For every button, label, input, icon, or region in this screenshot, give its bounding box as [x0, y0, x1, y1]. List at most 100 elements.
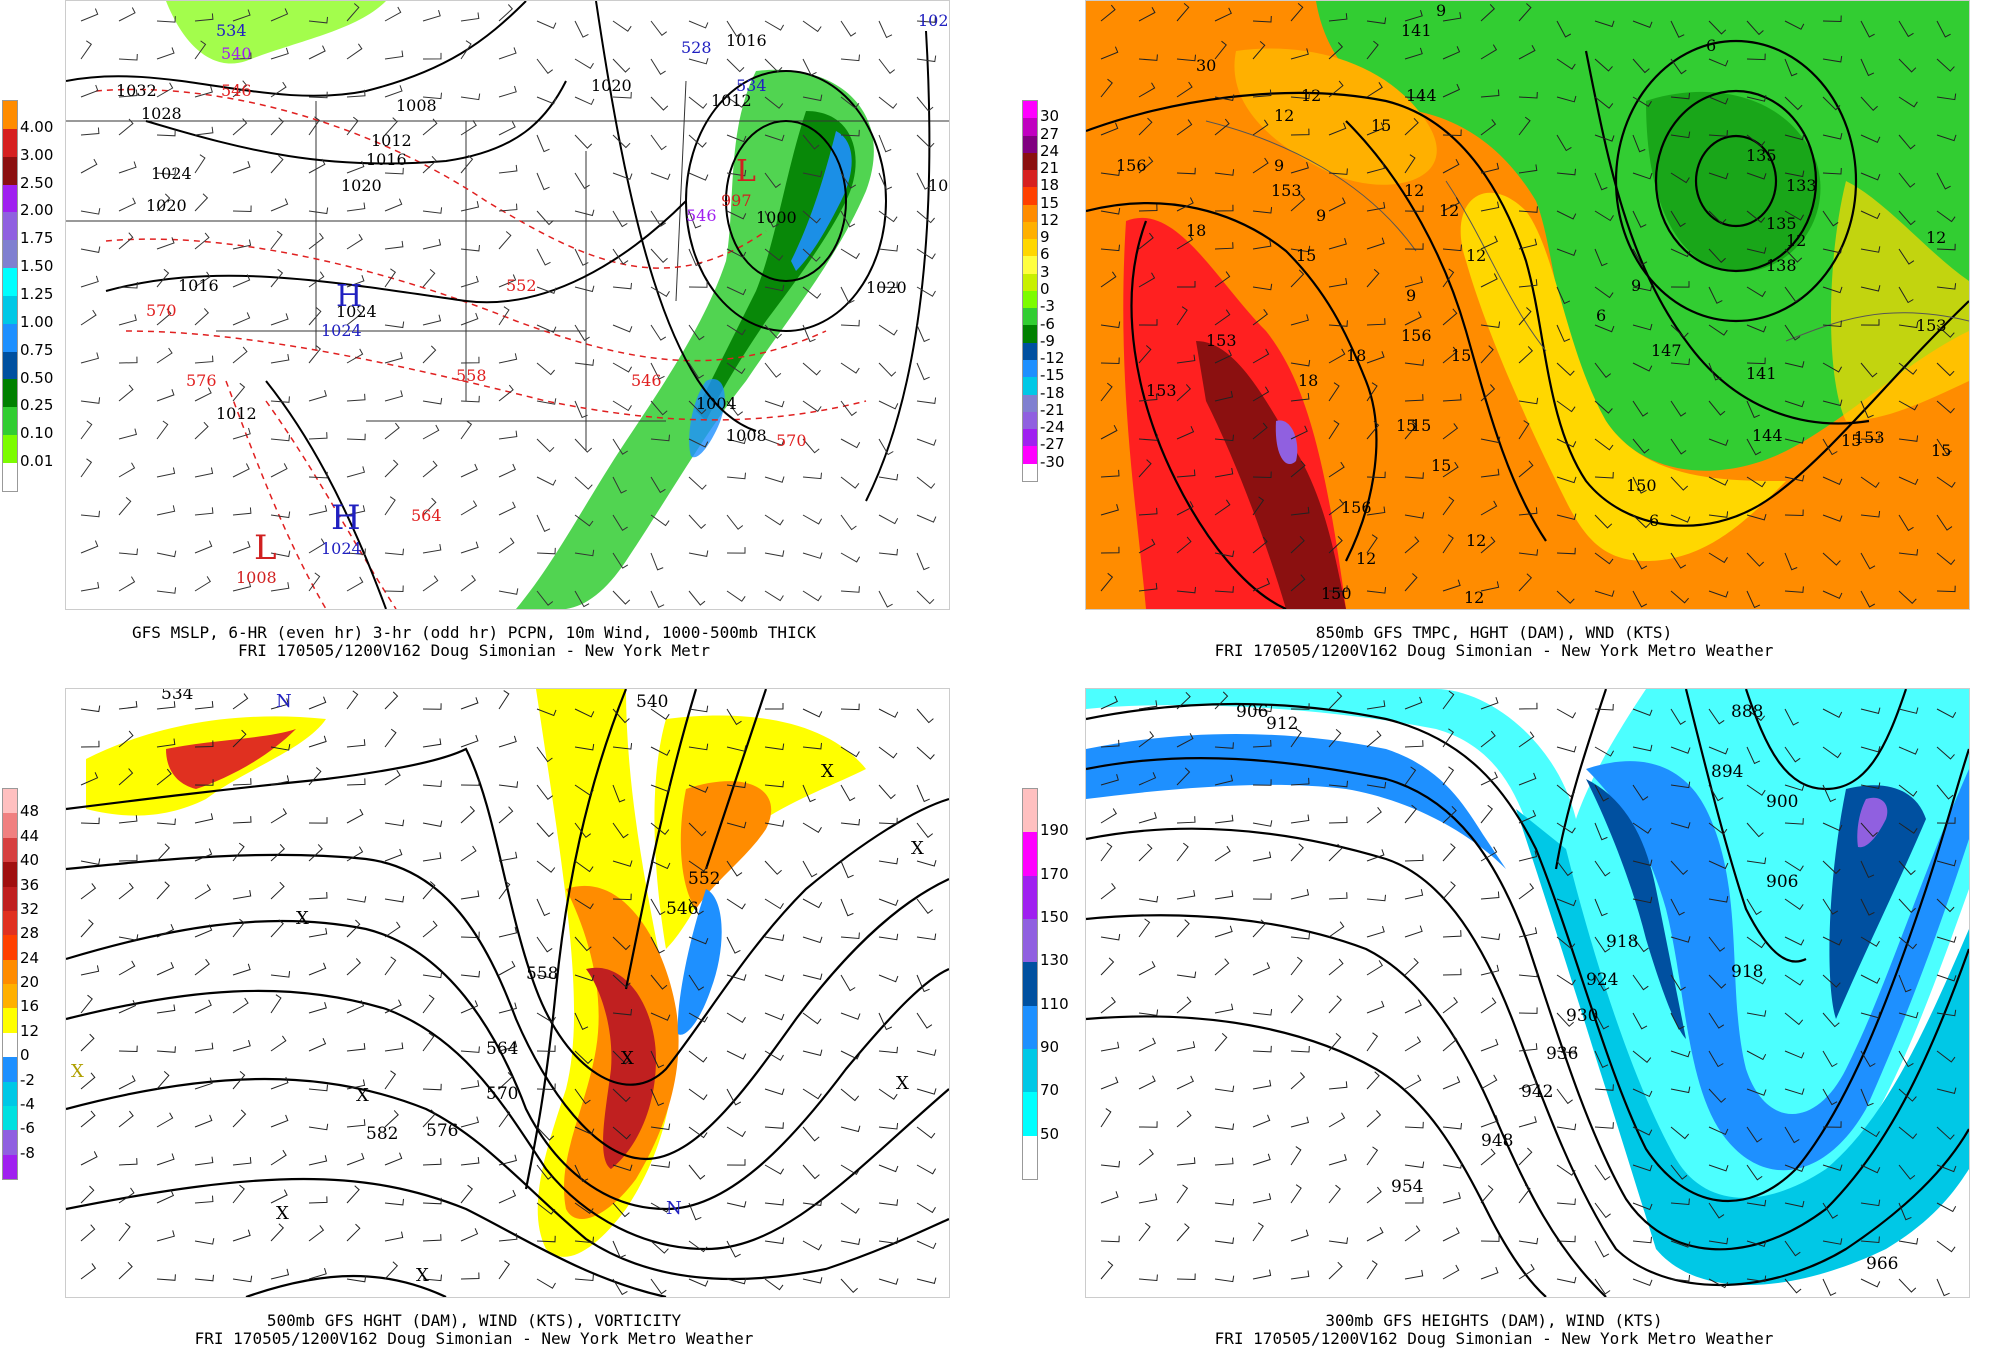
panel-title: 300mb GFS HEIGHTS (DAM), WIND (KTS)	[1325, 1311, 1663, 1330]
high-pressure-center: H	[331, 498, 361, 538]
wind-barb	[1404, 740, 1424, 748]
wind-barb	[1670, 438, 1687, 455]
colorbar-swatch	[3, 886, 17, 911]
wind-barb	[840, 1238, 861, 1245]
wind-barb	[1822, 362, 1843, 373]
wind-barb	[1366, 534, 1378, 554]
wind-barb	[1328, 122, 1347, 136]
wind-barb	[422, 1109, 437, 1128]
wind-barb	[650, 708, 670, 720]
extremum-marker: X	[896, 1073, 909, 1094]
wind-barb	[1822, 708, 1843, 718]
wind-barb	[1860, 319, 1880, 326]
wind-barb	[1176, 971, 1197, 979]
wind-barb	[1404, 243, 1424, 250]
wind-barb	[764, 820, 785, 827]
contour-label: 18	[1298, 371, 1318, 390]
colorbar-swatch	[3, 212, 17, 241]
wind-barb	[1100, 4, 1116, 22]
wind-barb	[1176, 1273, 1196, 1281]
wind-barb	[384, 999, 402, 1014]
wind-barb	[1518, 420, 1530, 440]
wind-barb	[1860, 822, 1878, 838]
contour-label: 906	[1766, 872, 1798, 892]
wind-barb	[1708, 1012, 1725, 1029]
wind-barb	[574, 20, 589, 38]
contour-label: 936	[1546, 1044, 1578, 1064]
wind-barb	[498, 880, 511, 900]
wind-barb	[802, 708, 823, 718]
wind-barb	[384, 728, 397, 748]
wind-barb	[574, 708, 595, 718]
wind-barb	[802, 742, 822, 750]
wind-barb	[1632, 210, 1647, 228]
wind-barb	[1594, 96, 1614, 109]
colorbar-label: 20	[20, 973, 40, 991]
wind-barb	[1442, 244, 1462, 252]
wind-barb	[916, 1049, 937, 1056]
temp-field-yellow	[1460, 192, 1786, 561]
wind-barb	[1860, 400, 1874, 419]
wind-barb	[1442, 461, 1459, 478]
wind-barb	[765, 703, 784, 710]
colorbar-swatch	[3, 910, 17, 936]
wind-barb	[156, 1189, 175, 1204]
wind-barb	[80, 420, 93, 440]
wind-barb	[688, 1164, 706, 1180]
wind-barb	[1670, 974, 1686, 991]
wind-barb	[118, 53, 138, 61]
wind-barb	[916, 514, 937, 523]
colorbar-swatch	[3, 789, 17, 814]
wind-barb	[1138, 204, 1158, 212]
wind-barb	[460, 1116, 480, 1128]
wind-barb	[1670, 746, 1691, 754]
wind-barb	[1860, 1164, 1881, 1174]
wind-barb	[270, 744, 291, 751]
wind-barb	[1404, 1269, 1424, 1280]
wind-barb	[1214, 1275, 1235, 1283]
wind-barb	[1556, 95, 1577, 103]
wind-barb	[1290, 956, 1303, 976]
wind-barb	[1290, 269, 1305, 288]
wind-barb	[840, 96, 860, 109]
wind-barb	[612, 20, 632, 32]
wind-barb	[840, 818, 860, 826]
wind-barb	[840, 248, 860, 260]
wind-barb	[688, 476, 707, 490]
wind-barb	[460, 806, 476, 824]
wind-barb	[1746, 1010, 1767, 1017]
precip-colorbar	[2, 100, 18, 492]
contour-label: 534	[161, 689, 193, 704]
colorbar-label: 150	[1040, 908, 1069, 926]
wind-barb	[1100, 382, 1113, 402]
wind-barb	[460, 1046, 480, 1053]
wind-barb	[232, 1184, 245, 1204]
wind-barb	[1898, 321, 1919, 329]
wind-barb	[764, 284, 785, 292]
wind-barb	[1594, 324, 1615, 333]
wind-barb	[650, 210, 666, 227]
colorbar-label: 18	[1040, 176, 1060, 195]
wind-barb	[232, 580, 252, 592]
wind-barb	[1784, 1050, 1805, 1059]
colorbar-swatch	[3, 813, 17, 838]
wind-barb	[574, 96, 595, 106]
wind-barb	[1404, 696, 1423, 710]
wind-barb	[1328, 278, 1348, 288]
wind-barb	[384, 691, 399, 710]
wind-barb	[1594, 286, 1614, 299]
wind-barb	[1366, 1071, 1380, 1090]
colorbar-label: 190	[1040, 821, 1069, 840]
wind-barb	[384, 548, 404, 556]
wind-barb	[536, 547, 556, 555]
wind-barb	[1594, 860, 1611, 877]
wind-barb	[156, 701, 176, 710]
wind-barbs	[80, 690, 937, 1296]
wind-barb	[688, 898, 704, 915]
wind-barb	[1594, 1202, 1611, 1219]
contour-label: 6	[1706, 36, 1716, 55]
wind-barb	[270, 354, 290, 364]
wind-barb	[1936, 1126, 1955, 1140]
wind-barb	[1708, 286, 1723, 304]
colorbar-label: 24	[1040, 141, 1060, 160]
